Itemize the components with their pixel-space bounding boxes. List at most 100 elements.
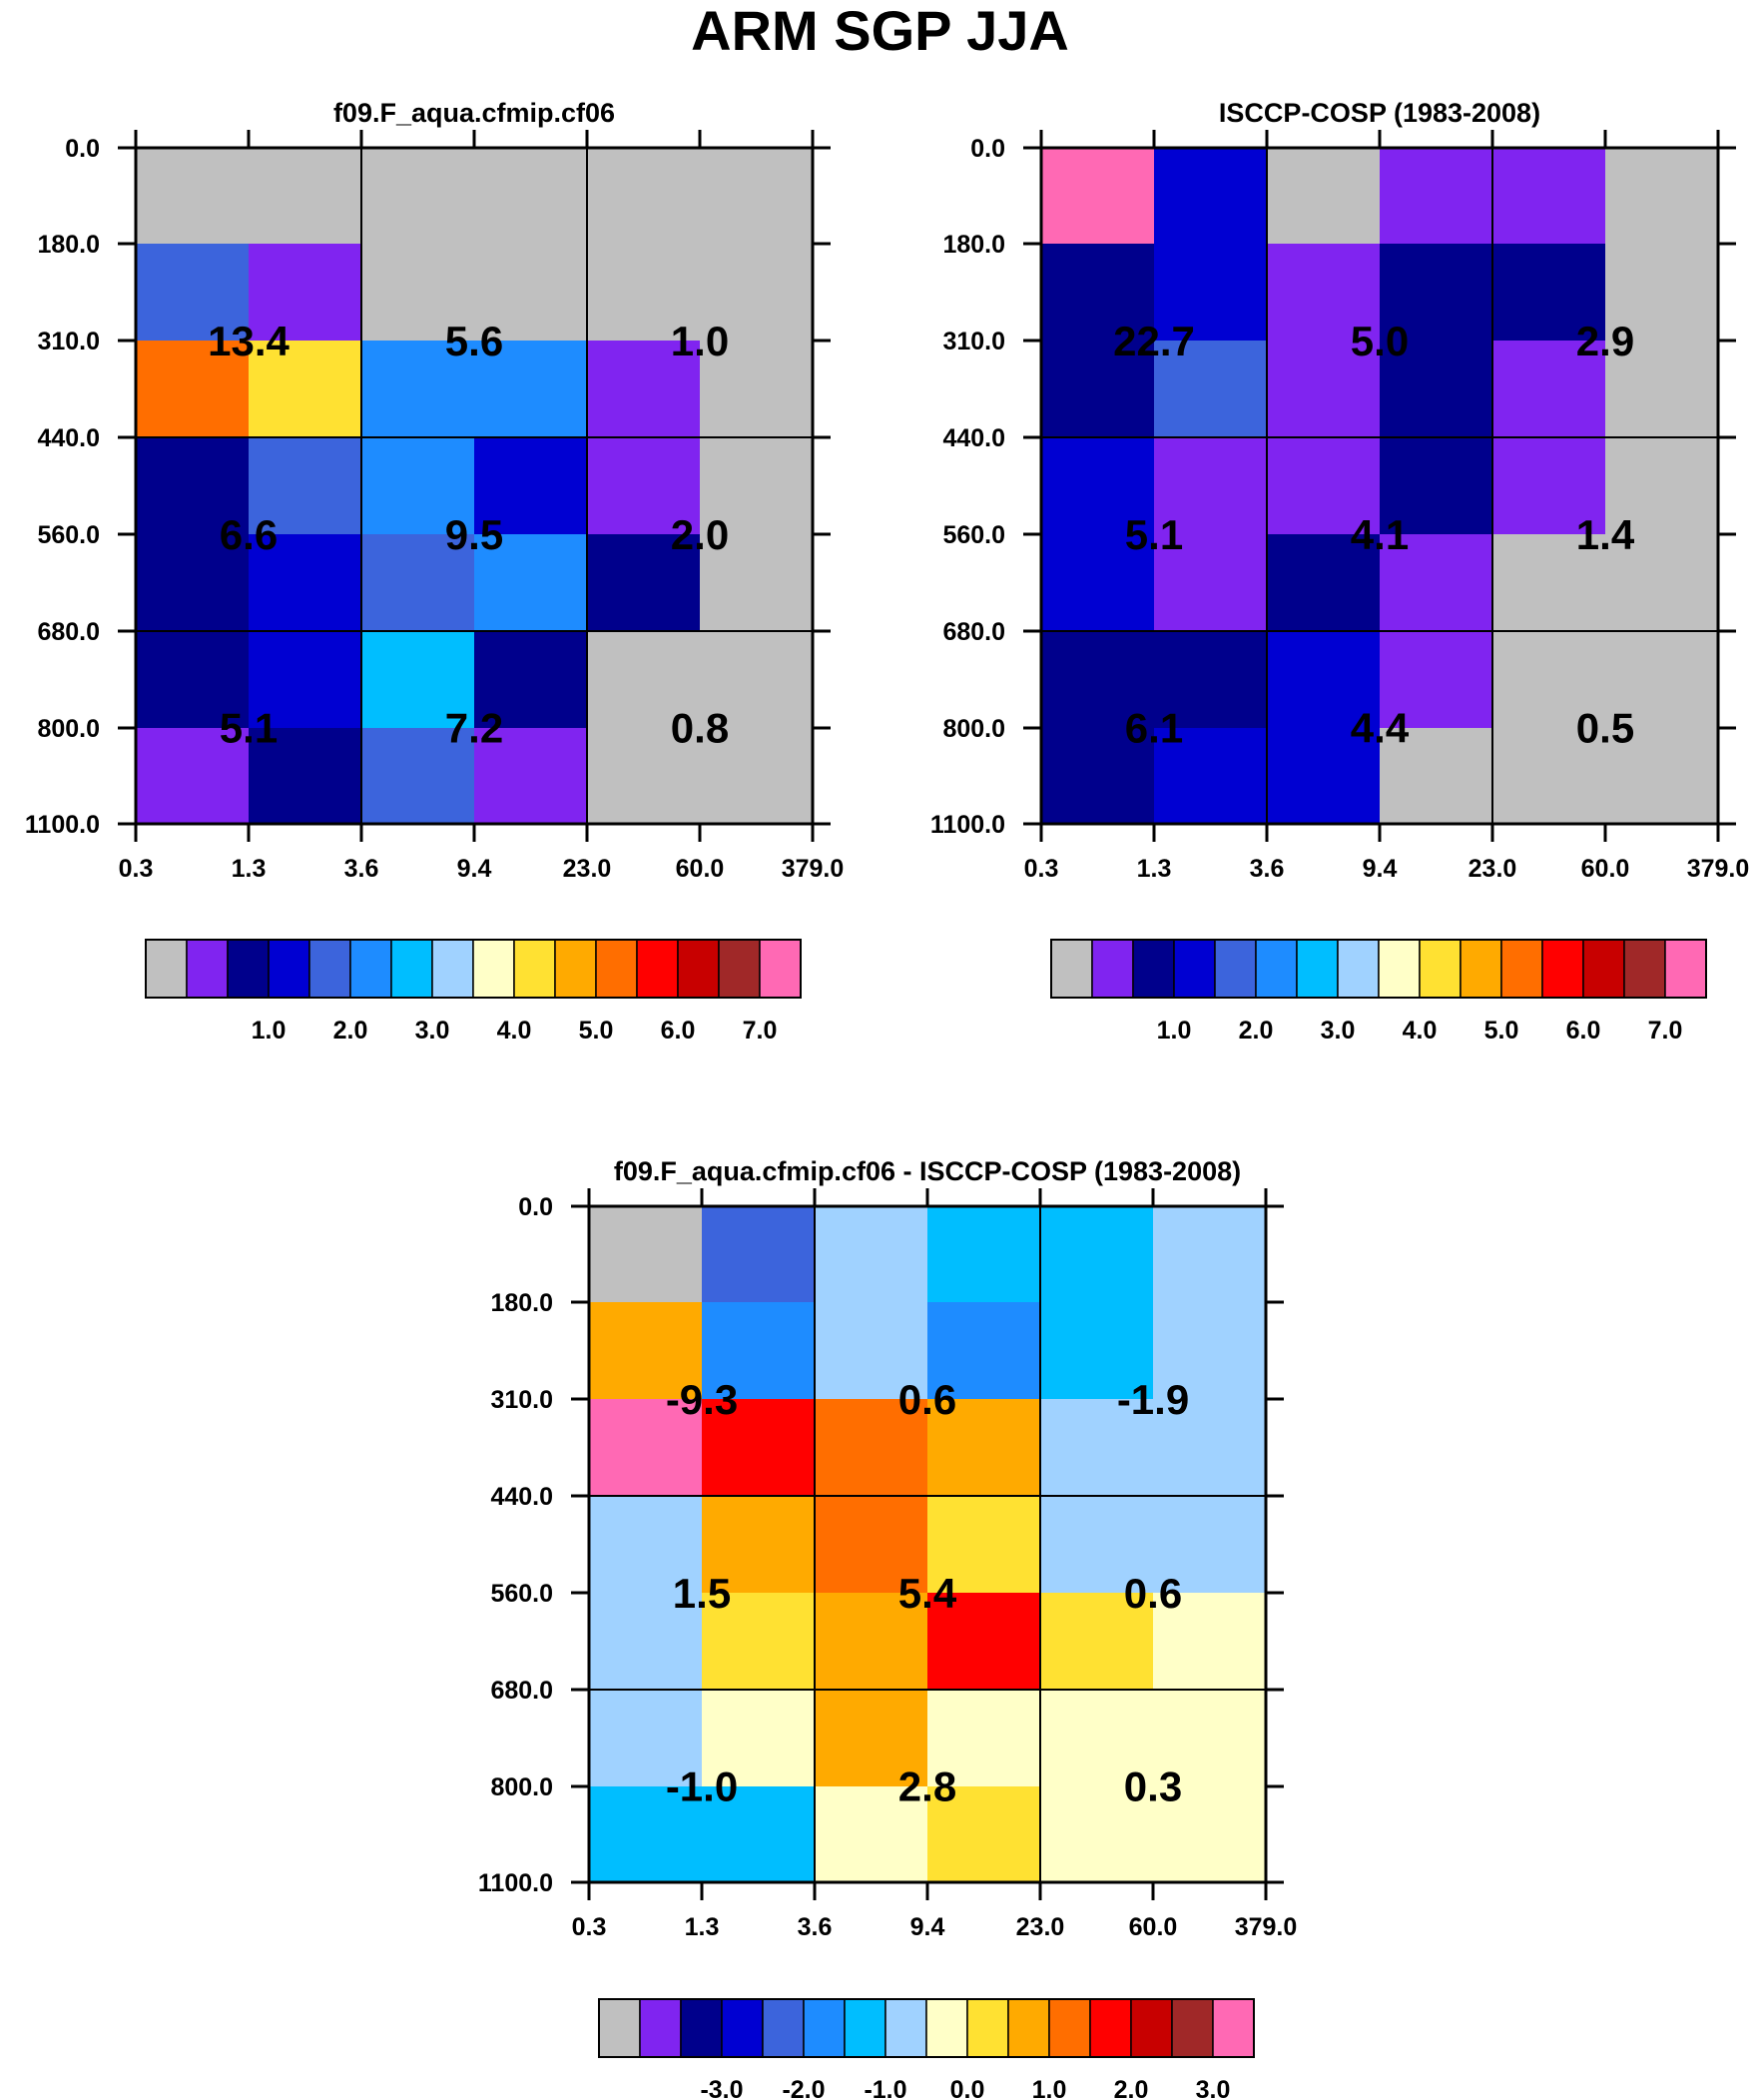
block-value-label: 1.5 <box>673 1570 731 1617</box>
heatmap-cell <box>1153 1206 1267 1303</box>
x-tick-label: 379.0 <box>782 855 845 883</box>
heatmap-cell <box>474 244 588 342</box>
heatmap-cell <box>700 728 814 825</box>
block-value-label: -9.3 <box>666 1376 738 1423</box>
heatmap-cell <box>587 728 701 825</box>
block-value-label: -1.9 <box>1117 1376 1189 1423</box>
heatmap-cell <box>249 728 362 825</box>
block-value-label: 13.4 <box>208 318 290 364</box>
heatmap-cell <box>927 1302 1041 1400</box>
heatmap-cell <box>1153 1302 1267 1400</box>
colorbar-swatch <box>1048 1998 1091 2058</box>
heatmap-cell <box>702 1786 816 1883</box>
heatmap-cell <box>815 1399 928 1497</box>
heatmap-cell <box>361 631 475 729</box>
colorbar-swatch <box>759 939 802 999</box>
heatmap-cell <box>587 244 701 342</box>
colorbar-swatch <box>349 939 392 999</box>
colorbar-swatch <box>1007 1998 1050 2058</box>
colorbar-swatch <box>1091 939 1134 999</box>
heatmap-cell <box>815 1593 928 1691</box>
y-tick-label: 1100.0 <box>930 811 1005 839</box>
colorbar-swatch <box>966 1998 1009 2058</box>
heatmap-cell <box>587 148 701 245</box>
heatmap-cell <box>1605 631 1719 729</box>
colorbar-swatch <box>1212 1998 1255 2058</box>
colorbar-swatch <box>145 939 188 999</box>
heatmap-cell <box>1041 437 1155 535</box>
colorbar-swatch <box>680 1998 723 2058</box>
heatmap-cell <box>361 148 475 245</box>
heatmap-cell <box>1041 728 1155 825</box>
heatmap-cell <box>474 148 588 245</box>
heatmap-cell <box>1040 1399 1154 1497</box>
x-tick-label: 0.3 <box>119 855 154 883</box>
x-tick-label: 23.0 <box>563 855 612 883</box>
y-tick-label: 560.0 <box>37 521 100 549</box>
colorbar-tick-label: -1.0 <box>864 2076 906 2100</box>
colorbar-tick-label: 4.0 <box>497 1017 532 1045</box>
heatmap-cell <box>1040 1496 1154 1594</box>
heatmap-cell <box>815 1786 928 1883</box>
heatmap-cell <box>700 437 814 535</box>
colorbar-swatch <box>595 939 638 999</box>
block-value-label: 1.4 <box>1576 511 1635 558</box>
y-tick-label: 800.0 <box>942 715 1005 743</box>
x-tick-label: 1.3 <box>232 855 267 883</box>
heatmap-cell <box>589 1302 703 1400</box>
colorbar-tick-label: -2.0 <box>782 2076 825 2100</box>
heatmap-cell <box>589 1593 703 1691</box>
heatmap-cell <box>815 1302 928 1400</box>
heatmap-cell <box>1267 148 1381 245</box>
panel-title: ISCCP-COSP (1983-2008) <box>1219 98 1540 128</box>
heatmap-cell <box>1605 341 1719 438</box>
block-value-label: 22.7 <box>1113 318 1195 364</box>
colorbar-swatch <box>186 939 229 999</box>
block-value-label: 0.6 <box>898 1376 956 1423</box>
heatmap-cell <box>1380 148 1493 245</box>
heatmap-cell <box>136 534 250 632</box>
y-tick-label: 800.0 <box>37 715 100 743</box>
y-tick-label: 310.0 <box>490 1386 553 1414</box>
block-value-label: 5.6 <box>445 318 503 364</box>
heatmap-cell <box>1492 341 1606 438</box>
block-value-label: 2.9 <box>1576 318 1634 364</box>
block-value-label: 2.8 <box>898 1763 956 1810</box>
heatmap-cell <box>927 1496 1041 1594</box>
heatmap-cell <box>1154 437 1268 535</box>
colorbar-swatch <box>1664 939 1707 999</box>
heatmap-cell <box>1380 244 1493 342</box>
colorbar-swatch <box>1132 939 1175 999</box>
colorbar-tick-label: 3.0 <box>1196 2076 1231 2100</box>
heatmap-cell <box>1492 631 1606 729</box>
block-value-label: 4.1 <box>1351 511 1409 558</box>
heatmap-cell <box>702 1496 816 1594</box>
block-value-label: 0.3 <box>1124 1763 1182 1810</box>
colorbar-swatch <box>1500 939 1543 999</box>
y-tick-label: 680.0 <box>942 618 1005 646</box>
x-tick-label: 60.0 <box>1581 855 1630 883</box>
heatmap-cell <box>1041 244 1155 342</box>
heatmap-cell <box>474 341 588 438</box>
block-value-label: -1.0 <box>666 1763 738 1810</box>
colorbar-swatch <box>227 939 270 999</box>
heatmap-cell <box>700 148 814 245</box>
colorbar-tick-label: 6.0 <box>661 1017 696 1045</box>
block-value-label: 9.5 <box>445 511 503 558</box>
heatmap-cell <box>927 1786 1041 1883</box>
x-tick-label: 379.0 <box>1687 855 1750 883</box>
colorbar-swatch <box>1623 939 1666 999</box>
heatmap-cell <box>1605 437 1719 535</box>
colorbar-swatch <box>268 939 310 999</box>
colorbar-swatch <box>431 939 474 999</box>
colorbar-swatch <box>1214 939 1257 999</box>
heatmap-cell <box>587 437 701 535</box>
y-tick-label: 440.0 <box>37 424 100 452</box>
colorbar-swatch <box>844 1998 886 2058</box>
colorbar-swatch <box>1582 939 1625 999</box>
heatmap-cell <box>589 1206 703 1303</box>
y-tick-label: 0.0 <box>970 135 1005 163</box>
heatmap-cell <box>1041 148 1155 245</box>
block-value-label: 2.0 <box>671 511 729 558</box>
block-value-label: 6.1 <box>1125 705 1183 752</box>
